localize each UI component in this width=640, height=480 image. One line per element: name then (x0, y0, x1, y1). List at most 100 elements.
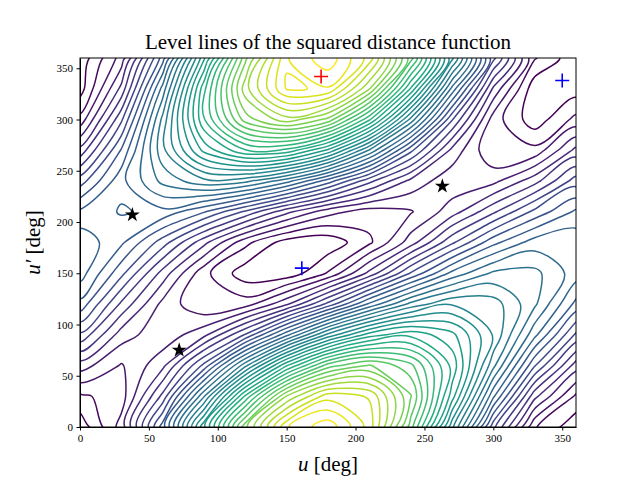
contour-line (150, 58, 542, 427)
y-tick-label: 250 (57, 165, 74, 177)
contour-line (215, 58, 427, 427)
axis-label-symbol: u′ (21, 259, 45, 275)
axis-label-symbol: u (298, 452, 309, 476)
chart-title: Level lines of the squared distance func… (145, 30, 512, 54)
contour-line (80, 58, 576, 427)
y-tick-label: 200 (57, 216, 74, 228)
contour-line (80, 58, 576, 427)
contour-line (193, 58, 456, 427)
y-tick: 100 (57, 319, 81, 331)
contour-line (80, 58, 576, 427)
contour-line (163, 58, 503, 427)
contour-line (80, 58, 576, 427)
contour-line (183, 58, 471, 427)
contour-line (276, 58, 364, 427)
x-tick: 100 (210, 427, 227, 444)
x-tick-mark (287, 427, 288, 431)
x-tick: 150 (279, 427, 296, 444)
x-axis-line (81, 427, 577, 428)
y-tick-mark (77, 376, 81, 377)
chart-svg: 0 50 100 150 200 250 300 350 0 50 100 150 200 250 300 3… (0, 0, 640, 480)
y-tick-mark (77, 427, 81, 428)
contour-line (80, 58, 576, 427)
contour-line (80, 58, 576, 427)
y-tick-label: 150 (57, 267, 74, 279)
contour-line (248, 58, 387, 427)
y-tick: 350 (57, 62, 81, 74)
y-tick-mark (77, 222, 81, 223)
y-tick-mark (77, 171, 81, 172)
x-tick-mark (149, 427, 150, 431)
y-tick-label: 0 (68, 421, 74, 433)
y-tick: 50 (62, 370, 80, 382)
markers (125, 69, 569, 356)
plot-area (80, 58, 576, 427)
marker-plus (314, 69, 328, 83)
contour-line (242, 58, 396, 427)
x-tick: 300 (486, 427, 503, 444)
contour-line (140, 58, 565, 427)
x-tick-mark (493, 427, 494, 431)
contour-line (80, 58, 576, 427)
x-tick-label: 100 (210, 432, 227, 444)
x-tick-label: 300 (486, 432, 503, 444)
contour-line (199, 58, 451, 427)
contour-line (157, 58, 520, 427)
plot-frame (80, 58, 576, 427)
x-tick-label: 0 (78, 432, 84, 444)
contour-line (312, 58, 337, 427)
background (0, 0, 640, 480)
x-tick-label: 150 (279, 432, 296, 444)
contour-lines (80, 58, 576, 427)
x-axis-title: u [deg] (298, 452, 358, 476)
marker-plus (295, 261, 309, 275)
x-tick: 0 (78, 427, 84, 444)
contour-line (80, 58, 576, 427)
y-tick-mark (77, 120, 81, 121)
marker-star (435, 178, 450, 192)
y-axis-title: u′ [deg] (21, 210, 45, 275)
chart-container: 0 50 100 150 200 250 300 350 0 50 100 150 200 250 300 3… (0, 0, 640, 480)
contour-line (232, 58, 411, 427)
x-tick: 200 (348, 427, 365, 444)
y-tick-label: 100 (57, 319, 74, 331)
x-tick-mark (218, 427, 219, 431)
x-tick-mark (80, 427, 81, 431)
x-tick-mark (356, 427, 357, 431)
y-axis: 0 50 100 150 200 250 300 350 (57, 59, 81, 434)
contour-line (258, 58, 380, 427)
contour-line (80, 58, 576, 427)
x-tick-label: 350 (554, 432, 571, 444)
marker-plus (555, 74, 569, 88)
contour-line (188, 58, 463, 427)
x-tick-label: 250 (417, 432, 434, 444)
y-tick: 250 (57, 165, 81, 177)
y-tick-mark (77, 325, 81, 326)
contour-line (267, 58, 374, 427)
x-tick: 50 (144, 427, 156, 444)
contour-line (80, 58, 576, 427)
contour-line (221, 58, 422, 427)
y-tick: 200 (57, 216, 81, 228)
x-axis: 0 50 100 150 200 250 300 350 (78, 427, 577, 444)
x-tick-mark (424, 427, 425, 431)
x-tick-mark (562, 427, 563, 431)
contour-line (80, 58, 576, 427)
contour-line (209, 58, 434, 427)
y-tick-label: 50 (62, 370, 74, 382)
y-tick-mark (77, 68, 81, 69)
x-tick-label: 50 (144, 432, 156, 444)
x-tick: 250 (417, 427, 434, 444)
contour-line (80, 58, 576, 427)
contour-line (226, 58, 416, 427)
x-tick: 350 (554, 427, 571, 444)
x-tick-label: 200 (348, 432, 365, 444)
contour-line (237, 58, 404, 427)
marker-star (172, 342, 187, 356)
contour-line (285, 58, 351, 427)
contour-line (202, 58, 442, 427)
axis-label-unit: [deg] (21, 210, 45, 260)
y-tick-mark (77, 273, 81, 274)
y-tick: 0 (68, 421, 81, 433)
y-tick-label: 300 (57, 114, 74, 126)
